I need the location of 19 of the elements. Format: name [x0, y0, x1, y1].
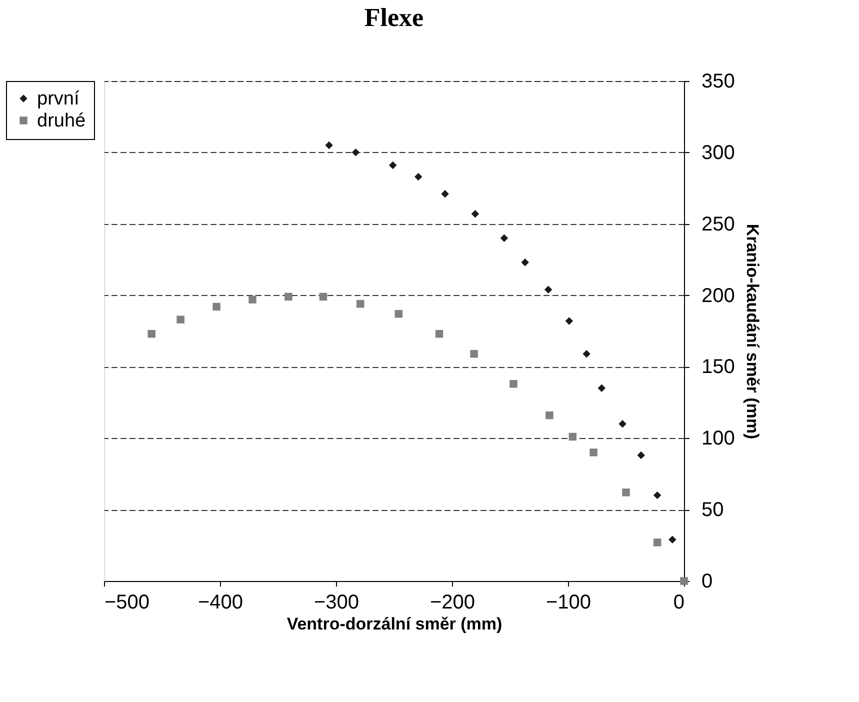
y-tick-label: 300 [702, 142, 735, 164]
x-tick-label: −200 [430, 592, 476, 614]
chart-title: Flexe [364, 3, 424, 32]
legend-label: první [37, 88, 80, 110]
y-tick-label: 100 [702, 428, 735, 450]
y-tick-label: 0 [702, 570, 713, 592]
x-tick-label: −400 [198, 592, 244, 614]
x-tick-label: −100 [546, 592, 592, 614]
y-axis-title: Kranio-kaudání směr (mm) [742, 224, 762, 440]
x-tick-label: −500 [104, 592, 150, 614]
x-axis-title: Ventro-dorzální směr (mm) [286, 614, 502, 634]
y-tick-label: 50 [702, 499, 724, 522]
x-tick-label: 0 [673, 592, 684, 614]
y-tick-label: 150 [702, 356, 735, 378]
y-tick-label: 250 [702, 213, 735, 236]
x-tick-label: −300 [314, 592, 360, 614]
y-tick-label: 350 [702, 70, 735, 92]
y-tick-label: 200 [702, 284, 735, 307]
legend-label: druhé [37, 110, 86, 132]
